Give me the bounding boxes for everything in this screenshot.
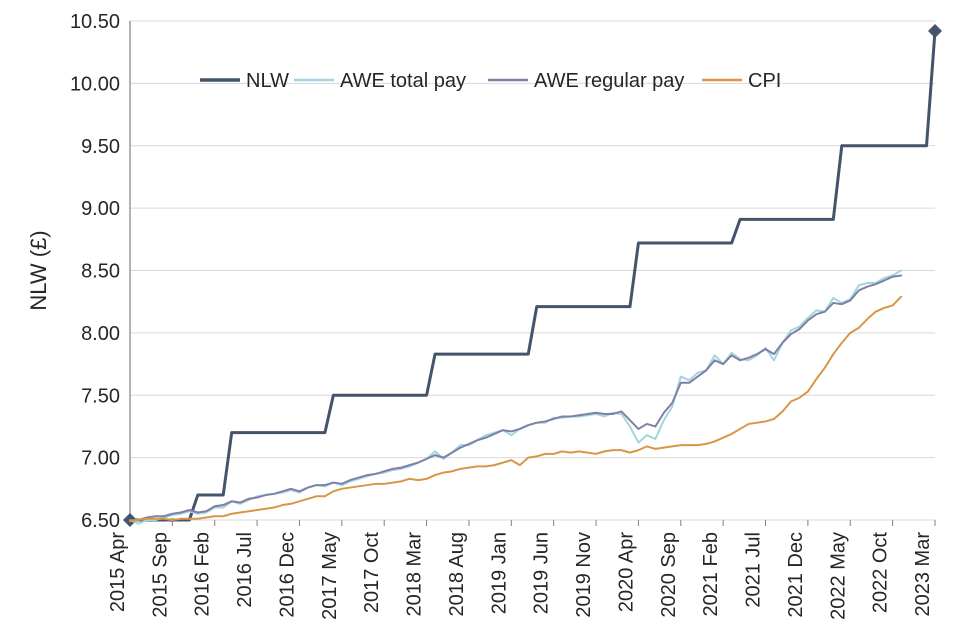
x-tick-label: 2016 Jul [234, 532, 256, 608]
y-tick-label: 9.50 [81, 136, 120, 158]
x-tick-label: 2020 Sep [658, 532, 680, 618]
y-tick-label: 7.00 [81, 448, 120, 470]
x-tick-label: 2018 Aug [446, 532, 468, 617]
y-axis-label: NLW (£) [26, 230, 51, 310]
x-tick-label: 2019 Jan [488, 532, 510, 614]
y-tick-label: 6.50 [81, 510, 120, 532]
y-tick-label: 9.00 [81, 198, 120, 220]
x-tick-label: 2022 May [827, 532, 849, 620]
x-tick-label: 2021 Dec [785, 532, 807, 618]
series-line-awe-regular-pay [130, 275, 901, 520]
x-tick-label: 2022 Oct [870, 532, 892, 614]
legend-label: AWE total pay [340, 70, 466, 92]
legend-label: CPI [748, 70, 781, 92]
x-tick-label: 2019 Jun [531, 532, 553, 614]
series-line-cpi [130, 297, 901, 522]
x-tick-label: 2018 Mar [404, 532, 426, 617]
x-tick-label: 2020 Apr [615, 532, 637, 612]
x-tick-label: 2017 May [319, 532, 341, 620]
x-tick-label: 2023 Mar [912, 532, 934, 617]
y-tick-label: 10.00 [70, 73, 120, 95]
chart-container: 6.50 7.00 7.50 8.00 8.50 9.00 9.50 10.00 10.50 NL… [0, 0, 960, 640]
series-line-nlw [130, 31, 935, 520]
x-tick-label: 2019 Nov [573, 532, 595, 618]
y-tick-label: 8.00 [81, 323, 120, 345]
x-tick-label: 2015 Apr [107, 532, 129, 612]
y-tick-label: 10.50 [70, 11, 120, 33]
x-tick-label: 2021 Feb [700, 532, 722, 617]
legend-label: AWE regular pay [534, 70, 684, 92]
series-marker [928, 24, 942, 38]
x-tick-label: 2016 Dec [276, 532, 298, 618]
y-tick-label: 7.50 [81, 385, 120, 407]
x-tick-label: 2021 Jul [743, 532, 765, 608]
legend-label: NLW [246, 70, 289, 92]
x-tick-label: 2017 Oct [361, 532, 383, 614]
x-tick-label: 2015 Sep [149, 532, 171, 618]
y-tick-label: 8.50 [81, 261, 120, 283]
line-chart: 6.50 7.00 7.50 8.00 8.50 9.00 9.50 10.00 10.50 NL… [0, 0, 960, 640]
x-tick-label: 2016 Feb [192, 532, 214, 617]
series-line-awe-total-pay [130, 271, 901, 524]
